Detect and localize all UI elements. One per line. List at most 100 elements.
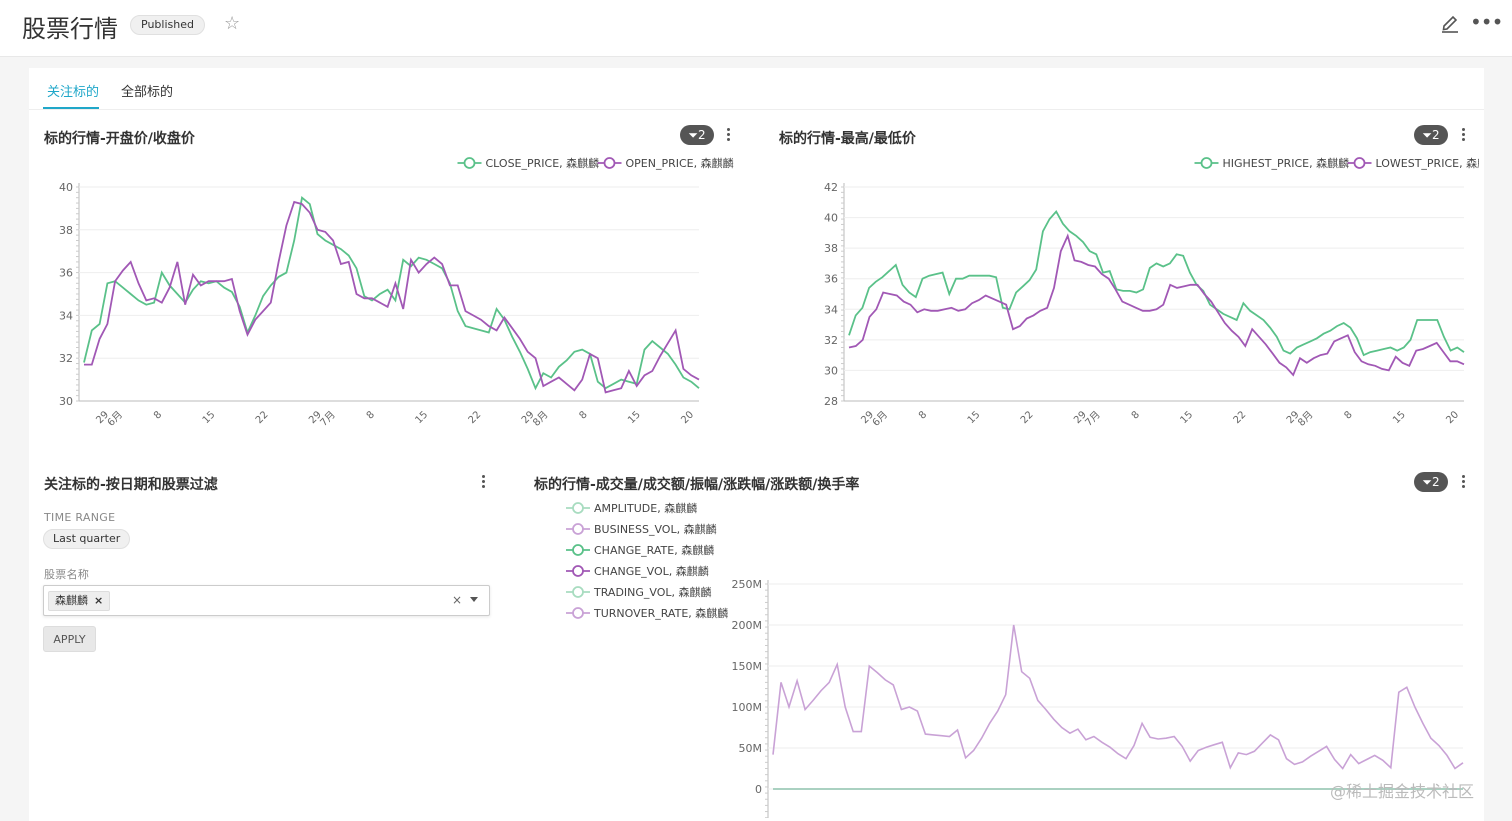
apply-button[interactable]: APPLY (43, 626, 96, 652)
filter-panel-title: 关注标的-按日期和股票过滤 (44, 477, 218, 493)
watermark: @稀土掘金技术社区 (1330, 782, 1475, 801)
tab-bar: 关注标的 全部标的 (29, 68, 1484, 110)
legend-label: TRADING_VOL, 森麒麟 (593, 585, 712, 599)
chart-high-low-title: 标的行情-最高/最低价 (779, 131, 916, 147)
y-tick-label: 42 (824, 181, 838, 194)
filter-count: 2 (1431, 475, 1440, 489)
series-line-2 (84, 200, 700, 394)
x-tick-label: 8月 (1296, 409, 1316, 428)
x-tick-label: 15 (413, 409, 430, 426)
x-tick-label: 8 (365, 409, 377, 421)
remove-tag-icon[interactable]: × (94, 594, 104, 607)
stock-name-label: 股票名称 (44, 568, 90, 581)
legend-marker (572, 565, 584, 577)
stock-name-select[interactable]: 森麒麟 × × (43, 585, 490, 616)
legend-label: AMPLITUDE, 森麒麟 (594, 501, 697, 515)
chart-high-low-filter-badge[interactable]: ⏷2 (1414, 125, 1448, 145)
x-tick-label: 15 (201, 409, 218, 426)
chart-open-close-title: 标的行情-开盘价/收盘价 (44, 131, 195, 147)
tab-followed[interactable]: 关注标的 (47, 85, 100, 100)
legend-label: LOWEST_PRICE, 森麒麟 (1376, 156, 1480, 170)
x-tick-label: 6月 (105, 409, 125, 428)
legend-label: BUSINESS_VOL, 森麒麟 (594, 522, 717, 536)
filter-icon: ⏷ (688, 128, 698, 142)
status-badge: Published (130, 15, 205, 35)
x-tick-label: 15 (1178, 409, 1195, 426)
y-tick-label: 0 (755, 783, 762, 796)
y-tick-label: 32 (824, 334, 838, 347)
x-tick-label: 22 (1232, 409, 1249, 426)
dashboard-panel: 关注标的 全部标的 标的行情-开盘价/收盘价 ⏷2 30 32 34 36 38 40 29… (29, 68, 1484, 821)
dashboard-title[interactable]: 股票行情 (22, 15, 118, 43)
y-tick-label: 200M (732, 619, 763, 632)
more-options-icon[interactable]: ••• (1470, 10, 1503, 34)
legend-marker (572, 544, 584, 556)
x-tick-label: 6月 (870, 409, 890, 428)
legend-marker (603, 157, 616, 169)
x-tick-label: 8 (577, 409, 589, 421)
chart-volume: -50M050M100M150M200M250M296月81522297月815… (566, 501, 1464, 818)
legend-label: CHANGE_VOL, 森麒麟 (594, 564, 709, 578)
chart-open-close-filter-badge[interactable]: ⏷2 (680, 125, 714, 145)
filter-icon: ⏷ (1422, 128, 1432, 142)
x-tick-label: 20 (1444, 409, 1461, 426)
y-tick-label: 30 (824, 364, 838, 377)
legend-label: HIGHEST_PRICE, 森麒麟 (1223, 156, 1350, 170)
chevron-down-icon[interactable] (470, 597, 478, 602)
x-tick-label: 8 (1130, 409, 1142, 421)
x-tick-label: 22 (1019, 409, 1036, 426)
filter-count: 2 (697, 128, 706, 142)
chart-high-low-menu-icon[interactable] (1458, 126, 1468, 144)
filter-count: 2 (1431, 128, 1440, 142)
series-line-1 (848, 209, 1465, 357)
x-tick-label: 22 (467, 409, 484, 426)
legend-label: TURNOVER_RATE, 森麒麟 (593, 606, 728, 620)
time-range-label: TIME RANGE (44, 511, 116, 524)
filter-panel-menu-icon[interactable] (478, 473, 488, 491)
x-tick-label: 15 (966, 409, 983, 426)
legend-marker (1200, 157, 1213, 169)
legend-marker (572, 502, 584, 514)
selected-stock-tag: 森麒麟 × (48, 591, 111, 611)
y-tick-label: 40 (59, 181, 73, 194)
filter-icon: ⏷ (1422, 475, 1432, 489)
clear-icon[interactable]: × (452, 593, 463, 607)
y-tick-label: 40 (824, 212, 838, 225)
edit-icon[interactable] (1440, 12, 1460, 34)
dashboard-header: 股票行情 Published ☆ ••• (0, 0, 1512, 57)
y-tick-label: 38 (59, 224, 73, 237)
chart-volume-title: 标的行情-成交量/成交额/振幅/涨跌幅/涨跌额/换手率 (534, 477, 860, 493)
legend-marker (572, 586, 584, 598)
y-tick-label: 50M (739, 742, 763, 755)
selected-stock-label: 森麒麟 (55, 594, 88, 607)
y-tick-label: 30 (59, 395, 73, 408)
y-tick-label: 28 (824, 395, 838, 408)
chart-volume-filter-badge[interactable]: ⏷2 (1414, 472, 1448, 492)
active-tab-indicator (43, 107, 99, 109)
legend-marker (572, 607, 584, 619)
y-tick-label: 250M (732, 578, 763, 591)
x-tick-label: 7月 (318, 409, 338, 428)
series-line-1 (772, 624, 1464, 770)
chart-open-close-menu-icon[interactable] (723, 126, 733, 144)
legend-label: CLOSE_PRICE, 森麒麟 (486, 156, 600, 170)
y-tick-label: 36 (824, 273, 838, 286)
y-tick-label: 100M (732, 701, 763, 714)
tab-all[interactable]: 全部标的 (121, 85, 174, 100)
y-tick-label: 36 (59, 267, 73, 280)
x-tick-label: 15 (626, 409, 643, 426)
legend-marker (572, 523, 584, 535)
star-icon[interactable]: ☆ (224, 13, 241, 34)
y-tick-label: 34 (59, 309, 73, 322)
legend-marker (1353, 157, 1366, 169)
y-tick-label: 32 (59, 352, 73, 365)
chart-volume-menu-icon[interactable] (1458, 473, 1468, 491)
x-tick-label: 8 (1342, 409, 1354, 421)
legend-marker (463, 157, 476, 169)
legend-label: CHANGE_RATE, 森麒麟 (594, 543, 714, 557)
x-tick-label: 8 (917, 409, 929, 421)
x-tick-label: 20 (679, 409, 696, 426)
time-range-chip[interactable]: Last quarter (43, 529, 131, 549)
